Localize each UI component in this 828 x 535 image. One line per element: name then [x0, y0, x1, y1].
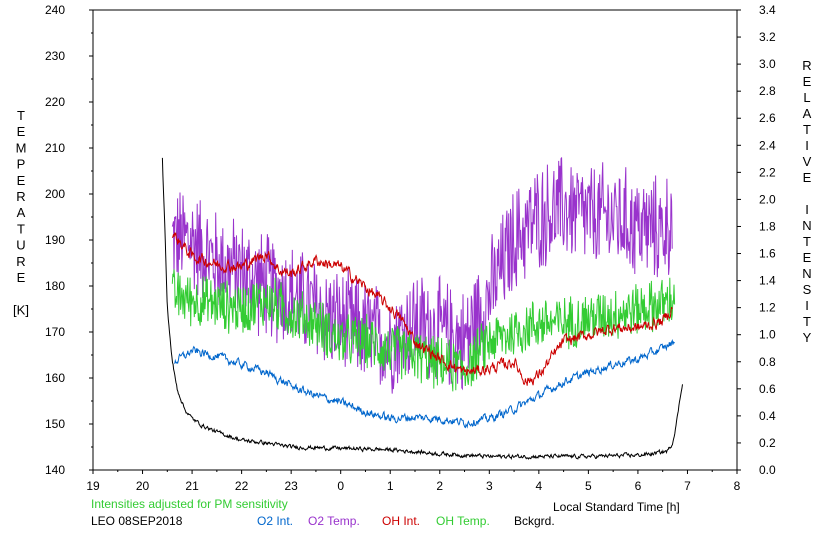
x-tick-label: 19 [86, 479, 100, 493]
y-left-title-letter: T [17, 221, 25, 236]
y-right-title-letter: E [803, 74, 812, 89]
y-left-tick-label: 240 [45, 3, 65, 17]
y-right-tick-label: 1.2 [759, 301, 776, 315]
y-left-title-letter: R [16, 254, 25, 269]
y-left-title-letter: E [17, 270, 26, 285]
x-tick-label: 8 [734, 479, 741, 493]
x-tick-label: 6 [635, 479, 642, 493]
series-line-o2-int [174, 338, 675, 429]
x-tick-label: 0 [337, 479, 344, 493]
y-right-tick-label: 3.4 [759, 3, 776, 17]
y-right-title-letter: N [802, 218, 811, 233]
y-right-tick-label: 3.0 [759, 57, 776, 71]
station-date-label: LEO 08SEP2018 [91, 514, 183, 528]
legend-oh-temp: OH Temp. [436, 514, 490, 528]
x-tick-label: 20 [136, 479, 150, 493]
pm-sensitivity-note: Intensities adjusted for PM sensitivity [91, 497, 288, 511]
y-right-title-letter: N [802, 266, 811, 281]
y-right-title-letter: A [803, 106, 812, 121]
y-right-title-letter: T [803, 234, 811, 249]
y-right-title-letter: I [805, 298, 809, 313]
y-right-tick-label: 2.8 [759, 84, 776, 98]
x-tick-label: 22 [235, 479, 249, 493]
y-right-title-letter: I [805, 138, 809, 153]
y-right-tick-label: 2.4 [759, 138, 776, 152]
series-line-bckgrd [161, 157, 683, 460]
y-left-tick-label: 230 [45, 49, 65, 63]
y-left-tick-label: 170 [45, 325, 65, 339]
x-tick-label: 5 [585, 479, 592, 493]
y-left-title-letter: R [16, 189, 25, 204]
y-right-tick-label: 0.4 [759, 409, 776, 423]
y-left-title-letter: [K] [13, 302, 29, 317]
y-left-title-letter: E [17, 173, 26, 188]
y-left-title-letter: U [16, 238, 25, 253]
y-right-tick-label: 0.0 [759, 463, 776, 477]
x-tick-label: 4 [536, 479, 543, 493]
y-left-tick-label: 220 [45, 95, 65, 109]
y-right-title-letter: E [803, 170, 812, 185]
y-left-tick-label: 150 [45, 417, 65, 431]
y-left-title-letter: E [17, 124, 26, 139]
y-left-tick-label: 190 [45, 233, 65, 247]
tick-labels: 19 20 21 22 23 0 1 2 3 4 5 6 7 8140150160170180190200… [45, 3, 776, 493]
y-right-tick-label: 1.8 [759, 219, 776, 233]
y-left-tick-label: 140 [45, 463, 65, 477]
y-right-tick-label: 1.0 [759, 328, 776, 342]
y-right-tick-label: 3.2 [759, 30, 776, 44]
y-right-title-letter: V [803, 154, 812, 169]
x-tick-label: 7 [684, 479, 691, 493]
y-left-tick-label: 210 [45, 141, 65, 155]
y-right-tick-label: 2.6 [759, 111, 776, 125]
y-right-title-letter: L [803, 90, 810, 105]
x-tick-label: 1 [387, 479, 394, 493]
y-right-tick-label: 0.2 [759, 436, 776, 450]
x-tick-label: 23 [284, 479, 298, 493]
y-right-tick-label: 0.8 [759, 355, 776, 369]
y-right-tick-label: 1.6 [759, 247, 776, 261]
y-left-title-letter: T [17, 108, 25, 123]
x-axis-title: Local Standard Time [h] [553, 500, 680, 514]
legend-o2-int: O2 Int. [257, 514, 294, 528]
y-left-tick-label: 180 [45, 279, 65, 293]
series-line-oh-int [171, 231, 673, 386]
series-line-o2-temp [171, 157, 673, 394]
y-right-tick-label: 2.0 [759, 192, 776, 206]
y-right-tick-label: 0.6 [759, 382, 776, 396]
x-tick-label: 2 [436, 479, 443, 493]
y-left-title-letter: M [16, 140, 27, 155]
legend-background: Bckgrd. [514, 514, 555, 528]
y-left-title-letter: A [17, 205, 26, 220]
legend-oh-int: OH Int. [382, 514, 421, 528]
x-tick-label: 21 [185, 479, 199, 493]
y-right-title-letter: T [803, 314, 811, 329]
y-right-title-letter: Y [803, 330, 812, 345]
y-right-tick-label: 2.2 [759, 165, 776, 179]
y-left-tick-label: 200 [45, 187, 65, 201]
y-right-title-letter: I [805, 202, 809, 217]
y-left-tick-label: 160 [45, 371, 65, 385]
y-right-title-letter: E [803, 250, 812, 265]
series-lines [161, 157, 683, 460]
y-right-title-letter: T [803, 122, 811, 137]
x-tick-label: 3 [486, 479, 493, 493]
y-right-tick-label: 1.4 [759, 274, 776, 288]
y-right-title-letter: R [802, 58, 811, 73]
y-left-title-letter: P [17, 157, 26, 172]
legend-o2-temp: O2 Temp. [308, 514, 360, 528]
y-right-title-letter: S [803, 282, 812, 297]
tick-marks [89, 9, 741, 474]
